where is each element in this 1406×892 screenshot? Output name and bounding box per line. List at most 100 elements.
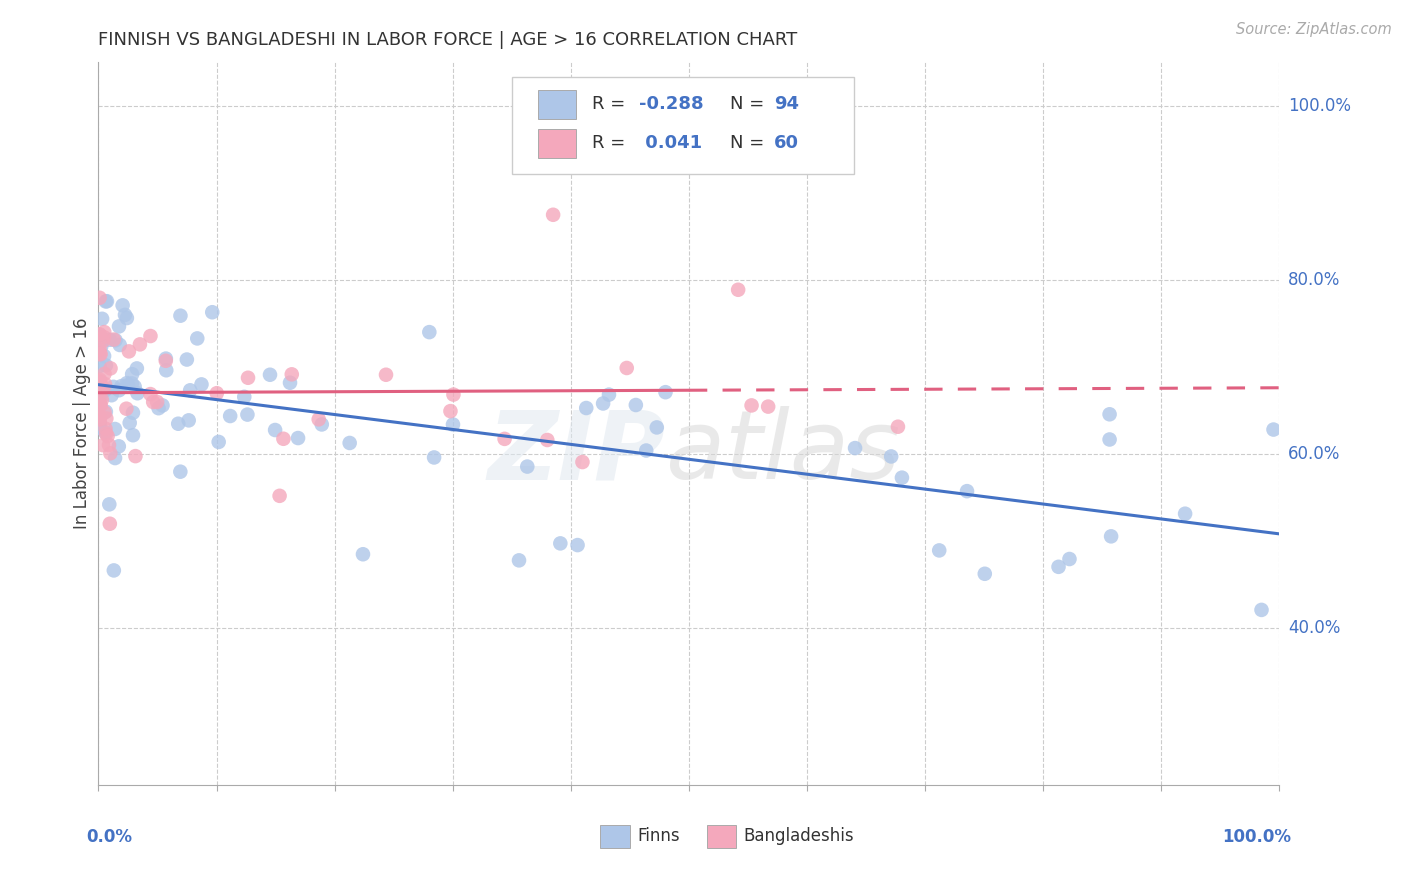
Point — [122, 406, 145, 420]
Point — [756, 400, 779, 414]
Point — [89, 411, 111, 425]
Point — [287, 431, 309, 445]
Point — [146, 395, 169, 409]
Text: N =: N = — [730, 95, 770, 113]
Point — [973, 566, 995, 581]
Point — [93, 405, 115, 419]
Point — [167, 417, 190, 431]
Point — [1174, 507, 1197, 521]
Point — [273, 432, 295, 446]
Point — [104, 451, 127, 466]
Point — [94, 404, 117, 418]
Point — [89, 412, 111, 426]
Point — [205, 386, 228, 401]
Point — [122, 428, 145, 442]
Point — [1263, 423, 1285, 437]
Point — [541, 208, 564, 222]
Point — [219, 409, 242, 423]
Point — [104, 422, 127, 436]
Point — [645, 420, 668, 434]
Point — [339, 436, 361, 450]
FancyBboxPatch shape — [600, 825, 630, 847]
Point — [169, 309, 191, 323]
Point — [89, 388, 111, 402]
Point — [108, 383, 131, 397]
Text: 0.0%: 0.0% — [87, 829, 132, 847]
Point — [139, 387, 162, 401]
Text: 80.0%: 80.0% — [1288, 271, 1340, 289]
Point — [117, 378, 139, 392]
Point — [94, 359, 117, 373]
Point — [115, 311, 138, 326]
Point — [115, 401, 138, 416]
Point — [418, 325, 440, 339]
Point — [201, 305, 224, 319]
Point — [90, 392, 112, 407]
Point — [90, 347, 112, 361]
Point — [1099, 529, 1122, 543]
Point — [311, 417, 333, 432]
Point — [1047, 559, 1070, 574]
Text: -0.288: -0.288 — [640, 95, 704, 113]
Point — [89, 373, 111, 387]
Point — [91, 311, 114, 326]
Point — [259, 368, 281, 382]
FancyBboxPatch shape — [537, 129, 575, 158]
Point — [494, 432, 516, 446]
Point — [118, 416, 141, 430]
Point — [233, 390, 256, 404]
Point — [208, 434, 231, 449]
Point — [121, 376, 143, 391]
Point — [928, 543, 950, 558]
Text: ZIP: ZIP — [488, 406, 665, 500]
Point — [115, 376, 138, 391]
Point — [598, 387, 620, 401]
Point — [887, 419, 910, 434]
Point — [179, 384, 201, 398]
Point — [727, 283, 749, 297]
Point — [636, 443, 658, 458]
Point — [127, 386, 149, 401]
Point — [508, 553, 530, 567]
Point — [177, 413, 200, 427]
Point — [103, 563, 125, 577]
Point — [90, 398, 112, 412]
Text: 0.041: 0.041 — [640, 135, 703, 153]
Text: 94: 94 — [773, 95, 799, 113]
Text: N =: N = — [730, 135, 770, 153]
Point — [423, 450, 446, 465]
Point — [96, 294, 118, 309]
Point — [443, 387, 465, 401]
Point — [125, 361, 148, 376]
Point — [567, 538, 589, 552]
Point — [264, 423, 287, 437]
Point — [236, 408, 259, 422]
Point — [100, 388, 122, 402]
Point — [93, 325, 115, 339]
Point — [94, 426, 117, 441]
Point — [89, 359, 111, 373]
Point — [844, 441, 866, 455]
Point — [94, 384, 117, 398]
Point — [139, 329, 162, 343]
Y-axis label: In Labor Force | Age > 16: In Labor Force | Age > 16 — [73, 318, 91, 530]
Point — [89, 417, 111, 431]
Text: atlas: atlas — [665, 406, 900, 500]
Point — [91, 438, 114, 452]
Point — [121, 367, 143, 381]
Point — [110, 379, 132, 393]
Text: FINNISH VS BANGLADESHI IN LABOR FORCE | AGE > 16 CORRELATION CHART: FINNISH VS BANGLADESHI IN LABOR FORCE | … — [98, 31, 797, 49]
Text: R =: R = — [592, 95, 631, 113]
Point — [1250, 603, 1272, 617]
Point — [98, 446, 121, 460]
Point — [89, 328, 111, 343]
Point — [352, 547, 374, 561]
Point — [96, 411, 118, 425]
Point — [104, 333, 127, 347]
Point — [124, 449, 146, 463]
Point — [654, 385, 676, 400]
Point — [592, 396, 614, 410]
FancyBboxPatch shape — [707, 825, 737, 847]
Point — [186, 331, 208, 345]
Point — [90, 421, 112, 435]
